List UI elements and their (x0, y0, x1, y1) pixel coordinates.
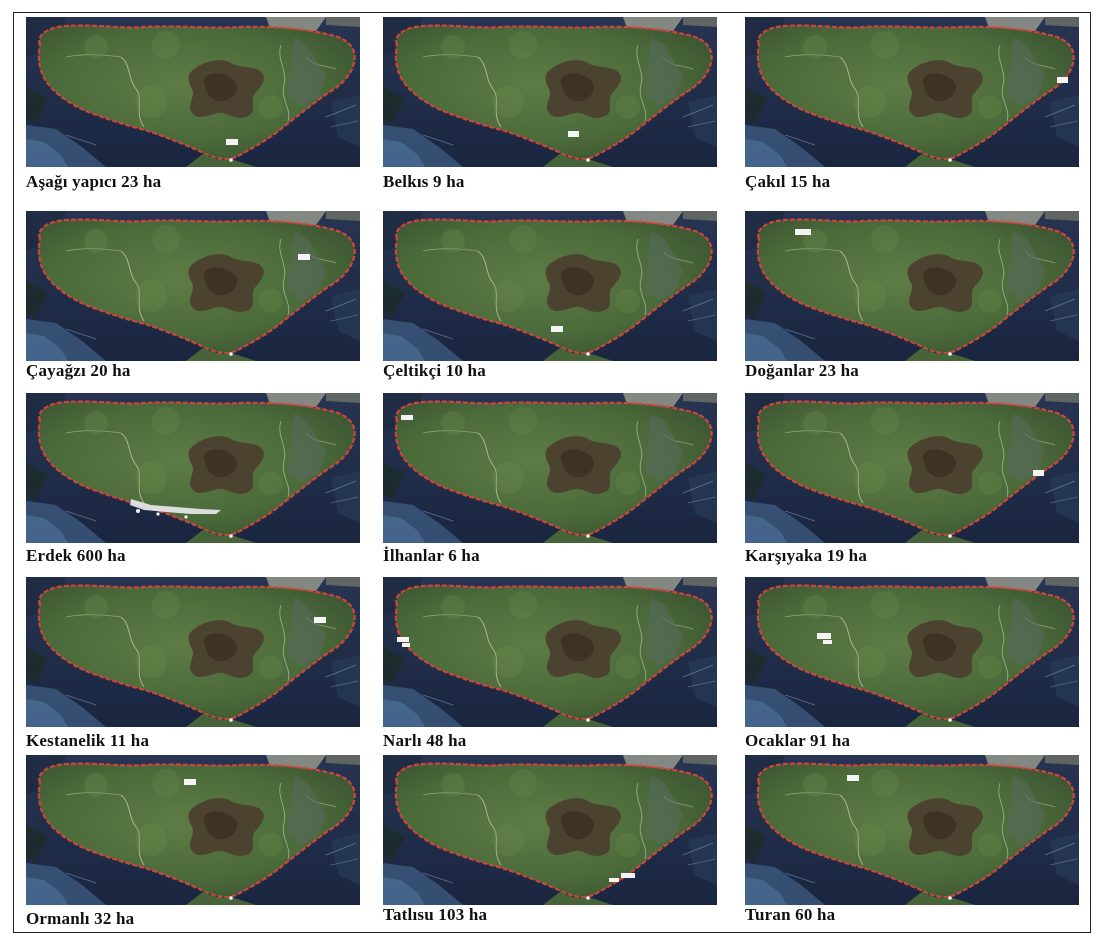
settlement-marker (298, 254, 310, 260)
panel-tatlisu: Tatlısu 103 ha (383, 755, 717, 937)
panel-karsiyaka: Karşıyaka 19 ha (745, 393, 1079, 575)
panel-label: İlhanlar 6 ha (383, 546, 480, 565)
settlement-marker (795, 229, 811, 235)
satellite-map (745, 577, 1079, 727)
panel-label: Çayağzı 20 ha (26, 361, 131, 380)
panel-cayagzi: Çayağzı 20 ha (26, 211, 360, 393)
panel-label: Narlı 48 ha (383, 731, 467, 750)
panel-label: Turan 60 ha (745, 905, 836, 924)
settlement-marker (551, 326, 563, 332)
panel-ormanli: Ormanlı 32 ha (26, 755, 360, 937)
satellite-map (26, 211, 360, 361)
panel-label: Çakıl 15 ha (745, 172, 831, 191)
panel-label: Belkıs 9 ha (383, 172, 465, 191)
settlement-marker (1057, 77, 1068, 83)
settlement-marker (226, 139, 238, 145)
panel-cakil: Çakıl 15 ha (745, 17, 1079, 199)
panel-label: Kestanelik 11 ha (26, 731, 150, 750)
satellite-map (26, 393, 360, 543)
satellite-map (745, 17, 1079, 167)
settlement-marker (130, 499, 221, 519)
panel-label: Ormanlı 32 ha (26, 909, 135, 928)
panel-narli: Narlı 48 ha (383, 577, 717, 759)
satellite-map (383, 755, 717, 905)
settlement-marker (401, 415, 413, 420)
panel-label: Karşıyaka 19 ha (745, 546, 868, 565)
panel-celtikci: Çeltikçi 10 ha (383, 211, 717, 393)
satellite-map (745, 393, 1079, 543)
figure-frame: Aşağı yapıcı 23 ha Belkıs 9 ha Çakıl 15 … (13, 12, 1091, 933)
satellite-map (26, 577, 360, 727)
settlement-marker (314, 617, 326, 623)
panel-turan: Turan 60 ha (745, 755, 1079, 937)
panel-belkis: Belkıs 9 ha (383, 17, 717, 199)
satellite-map (383, 393, 717, 543)
settlement-marker (847, 775, 859, 781)
panel-label: Çeltikçi 10 ha (383, 361, 486, 380)
panel-erdek: Erdek 600 ha (26, 393, 360, 575)
panel-label: Doğanlar 23 ha (745, 361, 859, 380)
panel-ocaklar: Ocaklar 91 ha (745, 577, 1079, 759)
panel-label: Ocaklar 91 ha (745, 731, 851, 750)
panel-asagi-yapici: Aşağı yapıcı 23 ha (26, 17, 360, 199)
satellite-map (383, 577, 717, 727)
panel-label: Erdek 600 ha (26, 546, 126, 565)
settlement-marker (568, 131, 579, 137)
panel-ilhanlar: İlhanlar 6 ha (383, 393, 717, 575)
satellite-map (745, 755, 1079, 905)
panel-doganlar: Doğanlar 23 ha (745, 211, 1079, 393)
satellite-map (26, 755, 360, 905)
panel-label: Aşağı yapıcı 23 ha (26, 172, 162, 191)
satellite-map (745, 211, 1079, 361)
settlement-marker (609, 873, 635, 882)
satellite-map (383, 17, 717, 167)
settlement-marker (817, 633, 832, 644)
satellite-map (383, 211, 717, 361)
settlement-marker (397, 637, 410, 647)
panel-kestanelik: Kestanelik 11 ha (26, 577, 360, 759)
settlement-marker (1033, 470, 1044, 476)
satellite-map (26, 17, 360, 167)
settlement-marker (184, 779, 196, 785)
panel-label: Tatlısu 103 ha (383, 905, 488, 924)
